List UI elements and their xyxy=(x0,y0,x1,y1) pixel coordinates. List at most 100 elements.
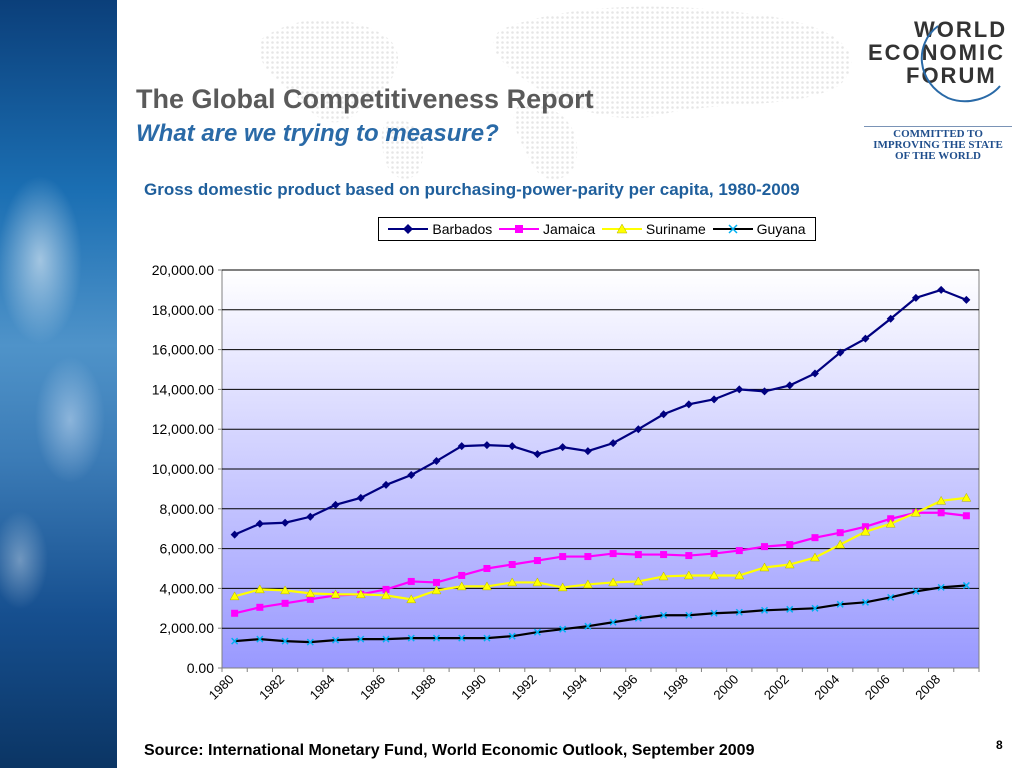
y-tick-label: 18,000.00 xyxy=(152,302,214,318)
y-tick-label: 0.00 xyxy=(187,660,214,676)
data-point-barbados xyxy=(255,519,264,528)
data-point-guyana xyxy=(508,632,516,640)
data-point-barbados xyxy=(659,410,668,419)
y-tick-label: 2,000.00 xyxy=(160,620,215,636)
x-tick-label: 1982 xyxy=(256,672,287,703)
data-point-suriname xyxy=(431,585,442,595)
data-point-guyana xyxy=(382,635,390,643)
series-line-guyana xyxy=(234,584,967,644)
legend-item-guyana: Guyana xyxy=(712,221,806,237)
data-point-suriname xyxy=(683,570,694,580)
data-point-barbados xyxy=(710,395,719,404)
data-point-guyana xyxy=(609,618,617,626)
data-point-jamaica xyxy=(786,541,794,549)
data-point-barbados xyxy=(962,295,971,304)
data-point-suriname xyxy=(633,576,644,586)
legend-swatch-suriname-icon xyxy=(601,223,642,234)
data-point-barbados xyxy=(382,480,391,489)
y-tick-label: 10,000.00 xyxy=(152,461,214,477)
y-tick-label: 12,000.00 xyxy=(152,421,214,437)
series-line-barbados xyxy=(234,288,967,536)
data-point-jamaica xyxy=(306,595,314,603)
data-point-jamaica xyxy=(458,571,466,579)
data-point-jamaica xyxy=(710,550,718,558)
x-tick-label: 2002 xyxy=(761,672,792,703)
data-point-suriname xyxy=(254,584,265,594)
data-point-barbados xyxy=(937,285,946,294)
tagline-line-1: COMMITTED TO xyxy=(893,128,983,140)
data-point-guyana xyxy=(533,628,541,636)
series-line-suriname xyxy=(234,496,967,601)
tagline-line-2: IMPROVING THE STATE xyxy=(873,139,1003,151)
x-axis-tick-labels: 1980 1982 1984 1986 1988 1990 1992 1994 1996 1998… xyxy=(206,668,980,703)
x-tick-label: 1980 xyxy=(206,672,237,703)
legend-item-jamaica: Jamaica xyxy=(499,221,595,237)
data-point-suriname xyxy=(507,577,518,587)
data-point-guyana xyxy=(306,638,314,646)
data-point-guyana xyxy=(710,609,718,617)
legend-item-suriname: Suriname xyxy=(601,221,706,237)
source-note: Source: International Monetary Fund, Wor… xyxy=(144,742,755,759)
y-tick-label: 16,000.00 xyxy=(152,342,214,358)
data-point-suriname xyxy=(557,582,568,592)
data-point-jamaica xyxy=(584,553,592,561)
data-point-suriname xyxy=(885,518,896,528)
data-point-barbados xyxy=(735,385,744,394)
data-point-guyana xyxy=(281,637,289,645)
data-point-suriname xyxy=(709,570,719,580)
data-point-jamaica xyxy=(836,529,844,537)
data-point-jamaica xyxy=(533,557,541,565)
logo-swoosh-icon xyxy=(920,25,1001,103)
data-point-guyana xyxy=(811,604,819,612)
x-tick-label: 1992 xyxy=(508,672,539,703)
slide-subtitle: What are we trying to measure? xyxy=(136,120,499,147)
chart-title: Gross domestic product based on purchasi… xyxy=(144,180,800,199)
data-point-suriname xyxy=(810,552,820,562)
data-point-jamaica xyxy=(811,534,819,542)
data-point-guyana xyxy=(735,608,743,616)
data-point-barbados xyxy=(911,293,920,302)
y-tick-label: 4,000.00 xyxy=(160,580,215,596)
y-tick-label: 8,000.00 xyxy=(160,501,215,517)
data-point-suriname xyxy=(936,495,947,505)
legend-item-barbados: Barbados xyxy=(388,221,492,237)
data-point-barbados xyxy=(684,400,693,409)
data-point-barbados xyxy=(583,447,592,456)
data-point-suriname xyxy=(759,562,770,572)
legend-swatch-jamaica-icon xyxy=(499,225,540,233)
data-point-barbados xyxy=(836,348,845,357)
data-point-suriname xyxy=(860,526,871,536)
data-point-barbados xyxy=(331,500,340,509)
data-point-suriname xyxy=(381,590,391,600)
slide-title: The Global Competitiveness Report xyxy=(136,84,594,114)
data-point-jamaica xyxy=(432,578,440,586)
data-point-jamaica xyxy=(962,512,970,520)
legend-label-guyana: Guyana xyxy=(756,221,806,237)
data-point-guyana xyxy=(458,634,466,642)
data-point-barbados xyxy=(432,457,441,466)
legend-swatch-barbados-icon xyxy=(388,224,429,234)
data-point-guyana xyxy=(432,634,441,642)
data-point-jamaica xyxy=(660,551,668,559)
x-tick-label: 1986 xyxy=(357,672,388,703)
data-point-jamaica xyxy=(508,561,516,569)
data-point-suriname xyxy=(910,507,921,517)
data-point-guyana xyxy=(407,634,415,642)
data-point-barbados xyxy=(861,334,870,343)
data-point-guyana xyxy=(483,634,491,642)
data-point-barbados xyxy=(558,443,567,452)
data-point-guyana xyxy=(786,605,794,613)
tagline-line-3: OF THE WORLD xyxy=(895,150,981,162)
data-point-barbados xyxy=(533,450,542,459)
data-point-jamaica xyxy=(382,585,390,593)
series-barbados xyxy=(230,285,971,539)
x-tick-label: 1988 xyxy=(408,672,439,703)
data-point-jamaica xyxy=(685,552,693,560)
data-point-guyana xyxy=(760,606,769,614)
legend-swatch-guyana-icon xyxy=(712,224,753,234)
legend-label-jamaica: Jamaica xyxy=(543,221,596,237)
y-tick-label: 20,000.00 xyxy=(152,262,214,278)
data-point-guyana xyxy=(937,583,945,591)
page-number: 8 xyxy=(996,738,1003,752)
